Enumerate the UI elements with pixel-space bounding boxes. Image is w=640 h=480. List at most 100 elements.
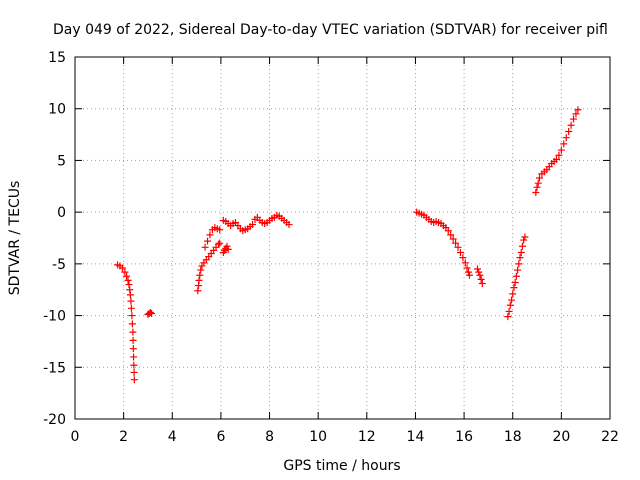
series-arc3: [194, 239, 224, 295]
data-point: [130, 353, 138, 361]
series-arc7: [413, 208, 473, 279]
data-point: [518, 242, 526, 250]
x-tick-label: 2: [119, 429, 128, 445]
data-point: [249, 221, 257, 229]
tick-labels: 0 2 4 6 8 10 12 14 16 18 20 22 15 10 5 0 -5 -10 -15 -20: [43, 50, 619, 445]
data-point: [285, 221, 293, 229]
data-point: [506, 301, 514, 309]
data-point: [452, 239, 460, 247]
data-point: [562, 134, 570, 142]
data-point: [456, 248, 464, 256]
data-point: [557, 146, 565, 154]
data-point: [572, 110, 580, 118]
data-point: [473, 265, 481, 273]
data-point: [130, 361, 138, 369]
data-point: [126, 291, 134, 299]
data-point: [204, 237, 212, 245]
data-point: [216, 226, 224, 234]
data-point: [127, 297, 135, 305]
data-point: [504, 313, 512, 321]
x-tick-label: 22: [601, 429, 619, 445]
data-point: [454, 243, 462, 251]
data-point: [214, 240, 222, 248]
x-tick-label: 6: [216, 429, 225, 445]
data-point: [118, 264, 126, 272]
x-tick-label: 14: [407, 429, 425, 445]
data-point: [521, 233, 529, 241]
data-point: [511, 278, 519, 286]
data-point: [555, 151, 563, 159]
data-point: [146, 308, 154, 316]
series-arc5: [219, 242, 232, 256]
x-tick-label: 16: [455, 429, 473, 445]
data-point: [510, 284, 518, 292]
y-tick-label: -15: [43, 360, 66, 376]
x-tick-label: 10: [309, 429, 327, 445]
data-point: [223, 242, 231, 250]
data-point: [505, 307, 513, 315]
data-point: [444, 227, 452, 235]
data-point: [476, 271, 484, 279]
series-arc1: [114, 261, 138, 384]
data-point: [129, 336, 137, 344]
data-point: [126, 286, 134, 294]
data-point: [465, 271, 473, 279]
y-axis-label: SDTVAR / TECUs: [7, 181, 23, 296]
data-point: [567, 121, 575, 129]
data-point: [195, 276, 203, 284]
data-point: [121, 268, 129, 276]
x-tick-label: 4: [168, 429, 177, 445]
y-tick-label: -20: [43, 412, 66, 428]
x-tick-label: 12: [358, 429, 376, 445]
data-point: [148, 310, 156, 318]
y-tick-label: 5: [57, 153, 66, 169]
data-points: [114, 106, 582, 384]
x-tick-label: 18: [504, 429, 522, 445]
data-point: [464, 268, 472, 276]
data-point: [520, 236, 528, 244]
data-point: [517, 248, 525, 256]
data-point: [514, 266, 522, 274]
data-point: [201, 243, 209, 251]
data-point: [459, 254, 467, 262]
x-tick-label: 8: [265, 429, 274, 445]
data-point: [128, 312, 136, 320]
data-point: [478, 280, 486, 288]
data-point: [123, 272, 131, 280]
data-point: [124, 276, 132, 284]
data-point: [447, 231, 455, 239]
data-point: [129, 345, 137, 353]
y-tick-label: 0: [57, 205, 66, 221]
chart-title: Day 049 of 2022, Sidereal Day-to-day VTE…: [53, 22, 608, 38]
data-point: [553, 155, 560, 163]
data-point: [130, 368, 138, 376]
data-point: [130, 376, 138, 384]
plot-frame: [74, 56, 611, 420]
data-point: [512, 272, 520, 280]
data-point: [129, 328, 137, 336]
data-point: [565, 127, 573, 135]
series-arc2: [144, 308, 156, 319]
data-point: [570, 115, 578, 123]
series-arc8: [473, 265, 486, 288]
data-point: [125, 281, 133, 289]
data-point: [128, 320, 136, 328]
data-point: [560, 140, 568, 148]
x-axis-label: GPS time / hours: [283, 458, 400, 474]
series-arc10: [532, 106, 582, 196]
x-tick-label: 20: [552, 429, 570, 445]
data-point: [461, 259, 469, 267]
data-point: [534, 179, 542, 187]
data-point: [127, 304, 135, 312]
y-tick-label: -5: [52, 257, 66, 273]
data-point: [515, 260, 523, 268]
data-point: [463, 264, 471, 272]
axis-ticks: [74, 56, 611, 420]
data-point: [477, 275, 485, 283]
series-arc6: [219, 211, 293, 235]
data-point: [509, 290, 517, 298]
data-point: [532, 188, 540, 196]
data-point: [475, 268, 483, 276]
data-point: [197, 266, 205, 274]
